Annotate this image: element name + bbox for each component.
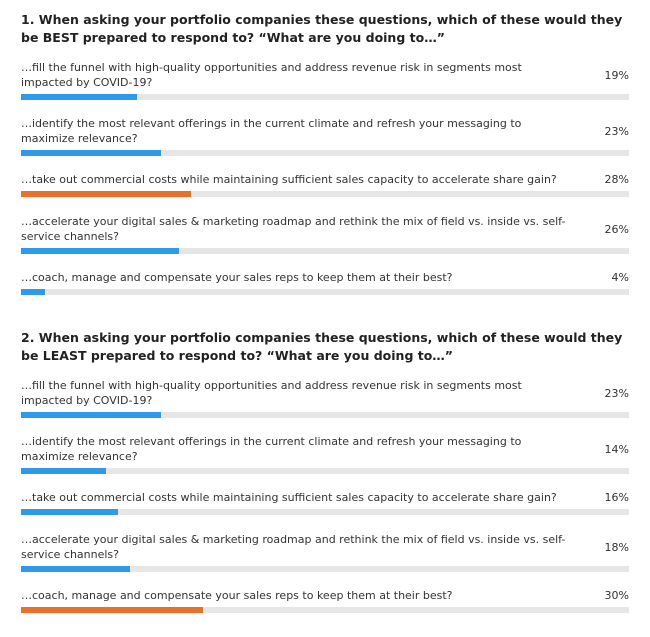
option-percent: 19%: [604, 68, 629, 82]
option-label: …identify the most relevant offerings in…: [21, 435, 522, 463]
result-bar-fill: [21, 150, 161, 156]
result-bar-track: [21, 248, 629, 254]
option-label: …coach, manage and compensate your sales…: [21, 589, 453, 602]
option-percent: 14%: [604, 442, 629, 456]
result-bar-track: [21, 468, 629, 474]
poll-option: …fill the funnel with high-quality oppor…: [21, 378, 629, 434]
option-percent: 30%: [604, 589, 629, 602]
result-bar-track: [21, 191, 629, 197]
result-bar-track: [21, 566, 629, 572]
poll-option: …fill the funnel with high-quality oppor…: [21, 60, 629, 116]
option-percent: 18%: [604, 540, 629, 554]
result-bar-fill: [21, 248, 180, 254]
result-bar-fill: [21, 607, 204, 613]
result-bar-fill: [21, 566, 131, 572]
option-percent: 28%: [604, 173, 629, 186]
result-bar-track: [21, 150, 629, 156]
result-bar-track: [21, 509, 629, 515]
poll-option: …identify the most relevant offerings in…: [21, 434, 629, 490]
option-label: …take out commercial costs while maintai…: [21, 491, 557, 504]
result-bar-fill: [21, 412, 161, 418]
option-percent: 4%: [611, 271, 629, 284]
option-label: …fill the funnel with high-quality oppor…: [21, 61, 522, 89]
result-bar-fill: [21, 289, 46, 295]
poll-option: …accelerate your digital sales & marketi…: [21, 214, 629, 270]
poll-best-prepared: 1. When asking your portfolio companies …: [21, 11, 629, 312]
poll-option: …coach, manage and compensate your sales…: [21, 588, 629, 630]
poll-option: …identify the most relevant offerings in…: [21, 116, 629, 172]
result-bar-fill: [21, 94, 137, 100]
result-bar-track: [21, 412, 629, 418]
poll-question: 1. When asking your portfolio companies …: [21, 12, 623, 45]
option-percent: 23%: [604, 386, 629, 400]
result-bar-fill: [21, 468, 107, 474]
option-label: …identify the most relevant offerings in…: [21, 117, 522, 145]
poll-option: …take out commercial costs while maintai…: [21, 490, 629, 532]
poll-option: …coach, manage and compensate your sales…: [21, 270, 629, 312]
poll-least-prepared: 2. When asking your portfolio companies …: [21, 329, 629, 630]
option-label: …fill the funnel with high-quality oppor…: [21, 379, 522, 407]
option-label: …coach, manage and compensate your sales…: [21, 271, 453, 284]
option-label: …accelerate your digital sales & marketi…: [21, 533, 566, 561]
option-percent: 16%: [604, 491, 629, 504]
result-bar-track: [21, 607, 629, 613]
result-bar-track: [21, 289, 629, 295]
result-bar-fill: [21, 191, 192, 197]
poll-question: 2. When asking your portfolio companies …: [21, 330, 623, 363]
option-percent: 26%: [604, 222, 629, 236]
poll-option: …accelerate your digital sales & marketi…: [21, 532, 629, 588]
option-label: …take out commercial costs while maintai…: [21, 173, 557, 186]
result-bar-track: [21, 94, 629, 100]
option-percent: 23%: [604, 124, 629, 138]
poll-option: …take out commercial costs while maintai…: [21, 172, 629, 214]
result-bar-fill: [21, 509, 119, 515]
option-label: …accelerate your digital sales & marketi…: [21, 215, 566, 243]
